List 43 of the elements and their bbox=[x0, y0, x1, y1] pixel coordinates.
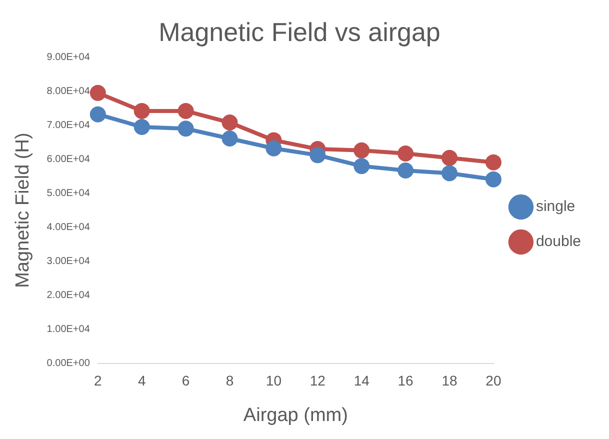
point bbox=[134, 102, 150, 119]
point bbox=[178, 102, 194, 119]
y-tick-label: 9.00E+04 bbox=[46, 52, 90, 63]
legend-label: double bbox=[536, 233, 582, 250]
x-tick-label: 10 bbox=[266, 372, 282, 389]
legend-label: single bbox=[536, 198, 576, 216]
point bbox=[485, 171, 502, 188]
x-tick-label: 18 bbox=[442, 372, 458, 389]
point bbox=[134, 118, 150, 135]
point bbox=[398, 162, 414, 178]
x-tick-label: 20 bbox=[486, 372, 502, 389]
point bbox=[90, 84, 106, 101]
point bbox=[310, 147, 326, 164]
x-axis-title: Airgap (mm) bbox=[243, 404, 348, 426]
point bbox=[442, 150, 458, 166]
point bbox=[354, 158, 370, 174]
x-tick-label: 6 bbox=[182, 372, 190, 389]
point bbox=[222, 130, 238, 147]
point bbox=[178, 120, 194, 137]
point bbox=[222, 114, 238, 131]
y-tick-label: 4.00E+04 bbox=[46, 222, 90, 234]
chart-title: Magnetic Field vs airgap bbox=[158, 16, 440, 47]
y-tick-label: 8.00E+04 bbox=[46, 86, 90, 97]
point bbox=[485, 154, 502, 170]
y-tick-label: 5.00E+04 bbox=[46, 188, 90, 200]
x-tick-label: 8 bbox=[226, 372, 234, 389]
y-tick-label: 2.00E+04 bbox=[46, 290, 90, 302]
y-tick-label: 3.00E+04 bbox=[46, 256, 90, 268]
x-tick-label: 14 bbox=[354, 372, 370, 389]
y-tick-label: 7.00E+04 bbox=[46, 120, 90, 131]
y-tick-label: 0.00E+00 bbox=[46, 358, 90, 370]
x-tick-label: 16 bbox=[398, 372, 414, 389]
y-tick-label: 6.00E+04 bbox=[46, 154, 90, 166]
x-tick-label: 12 bbox=[310, 372, 326, 389]
x-tick-label: 2 bbox=[94, 372, 102, 389]
y-tick-label: 1.00E+04 bbox=[46, 324, 90, 336]
point bbox=[442, 165, 458, 182]
point bbox=[398, 145, 414, 162]
point bbox=[266, 140, 282, 156]
point bbox=[90, 106, 106, 122]
point bbox=[354, 142, 370, 158]
x-tick-label: 4 bbox=[138, 372, 146, 389]
y-axis-title: Magnetic Field (H) bbox=[12, 132, 34, 288]
